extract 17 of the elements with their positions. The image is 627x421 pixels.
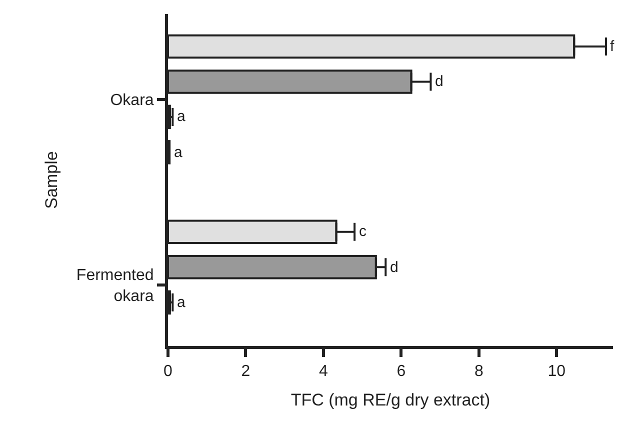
x-tick-label: 6 — [396, 363, 406, 380]
x-tick-label: 8 — [474, 363, 484, 380]
x-axis-title: TFC (mg RE/g dry extract) — [290, 390, 490, 410]
data-label: a — [177, 294, 186, 311]
data-label: a — [174, 144, 183, 161]
x-tick-label: 4 — [319, 363, 328, 380]
x-tick-label: 0 — [164, 363, 173, 380]
y-tick-label: Fermented okara — [76, 266, 154, 305]
data-label: f — [610, 38, 615, 55]
x-tick-label: 10 — [548, 363, 566, 380]
data-label: d — [435, 73, 444, 90]
data-label: a — [177, 108, 186, 125]
data-label: d — [390, 259, 398, 276]
x-tick-label: 2 — [241, 363, 250, 380]
data-label: c — [359, 223, 367, 240]
y-axis-title: Sample — [42, 151, 61, 209]
y-tick-label: Okara — [110, 92, 154, 109]
